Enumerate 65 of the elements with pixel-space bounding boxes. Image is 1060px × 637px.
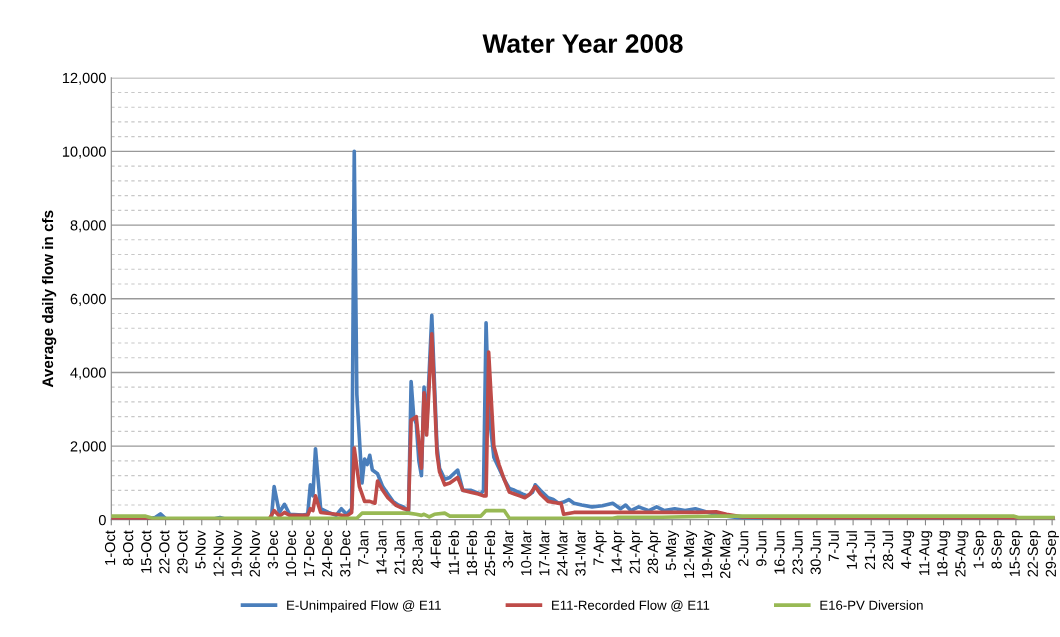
x-tick-label: 5-Nov xyxy=(195,530,206,569)
x-tick-label: 14-Jul xyxy=(846,531,858,569)
x-tick-label: 10-Dec xyxy=(285,530,297,577)
legend-label: E11-Recorded Flow @ E11 xyxy=(552,600,710,612)
x-tick-label: 22-Sep xyxy=(1027,530,1041,577)
x-tick-label: 29-Oct xyxy=(177,530,188,574)
x-tick-label: 19-Nov xyxy=(231,530,242,577)
x-tick-label: 18-Feb xyxy=(466,530,478,576)
x-tick-label: 18-Aug xyxy=(937,531,951,577)
x-tick-label: 24-Dec xyxy=(322,530,333,577)
x-tick-label: 26-Nov xyxy=(249,530,260,577)
y-tick-label: 2,000 xyxy=(70,441,106,454)
x-tick-label: 25-Feb xyxy=(484,530,496,576)
x-tick-label: 4-Aug xyxy=(901,531,915,569)
x-tick-label: 12-May xyxy=(683,530,698,578)
y-tick-label: 6,000 xyxy=(70,293,106,306)
x-tick-label: 23-Jun xyxy=(792,531,803,575)
x-tick-label: 8-Oct xyxy=(122,530,134,566)
y-tick-label: 12,000 xyxy=(62,72,106,85)
y-axis-title: Average daily flow in cfs xyxy=(41,210,57,388)
x-tick-label: 5-May xyxy=(665,530,679,571)
x-tick-label: 24-Mar xyxy=(557,530,568,576)
x-tick-label: 25-Aug xyxy=(955,531,969,577)
x-tick-label: 21-Apr xyxy=(629,530,643,574)
x-tick-label: 28-Jan xyxy=(412,531,423,575)
x-tick-label: 15-Sep xyxy=(1009,530,1023,577)
x-tick-label: 9-Jun xyxy=(756,531,767,566)
x-tick-label: 1-Oct xyxy=(104,530,116,565)
x-tick-label: 14-Jan xyxy=(376,531,387,574)
y-tick-label: 8,000 xyxy=(70,220,106,233)
x-tick-label: 2-Jun xyxy=(738,531,749,566)
x-tick-label: 11-Feb xyxy=(448,530,459,575)
x-tick-label: 21-Jan xyxy=(394,531,405,575)
x-tick-label: 3-Mar xyxy=(502,530,514,568)
x-tick-label: 7-Jan xyxy=(358,531,369,566)
legend-label: E-Unimpaired Flow @ E11 xyxy=(287,600,441,613)
x-tick-label: 30-Jun xyxy=(810,531,821,575)
x-tick-label: 28-Jul xyxy=(882,531,894,570)
x-tick-label: 4-Feb xyxy=(430,530,441,568)
x-tick-label: 17-Mar xyxy=(539,530,550,576)
y-tick-label: 10,000 xyxy=(62,146,106,159)
x-tick-label: 22-Oct xyxy=(159,530,170,574)
x-tick-label: 1-Sep xyxy=(973,530,987,569)
x-tick-label: 26-May xyxy=(720,530,734,579)
x-tick-label: 8-Sep xyxy=(991,530,1005,569)
y-tick-label: 4,000 xyxy=(70,367,106,380)
x-tick-label: 14-Apr xyxy=(611,530,625,573)
x-tick-label: 15-Oct xyxy=(141,530,152,573)
x-tick-label: 17-Dec xyxy=(304,530,315,577)
x-tick-label: 3-Dec xyxy=(267,530,279,569)
x-tick-label: 12-Nov xyxy=(213,530,224,577)
x-tick-label: 29-Sep xyxy=(1045,530,1059,577)
x-tick-label: 21-Jul xyxy=(864,531,876,570)
x-tick-label: 28-Apr xyxy=(647,530,661,574)
y-tick-label: 0 xyxy=(98,514,106,526)
x-tick-label: 19-May xyxy=(701,530,716,578)
x-tick-label: 7-Jul xyxy=(828,531,839,562)
legend-label: E16-PV Diversion xyxy=(820,600,923,610)
x-tick-label: 31-Mar xyxy=(575,530,586,576)
x-tick-label: 7-Apr xyxy=(593,530,607,566)
x-tick-label: 10-Mar xyxy=(521,530,532,576)
x-tick-label: 31-Dec xyxy=(340,530,351,577)
x-tick-label: 11-Aug xyxy=(919,531,933,576)
x-tick-label: 16-Jun xyxy=(774,531,785,574)
chart-title: Water Year 2008 xyxy=(482,34,683,53)
